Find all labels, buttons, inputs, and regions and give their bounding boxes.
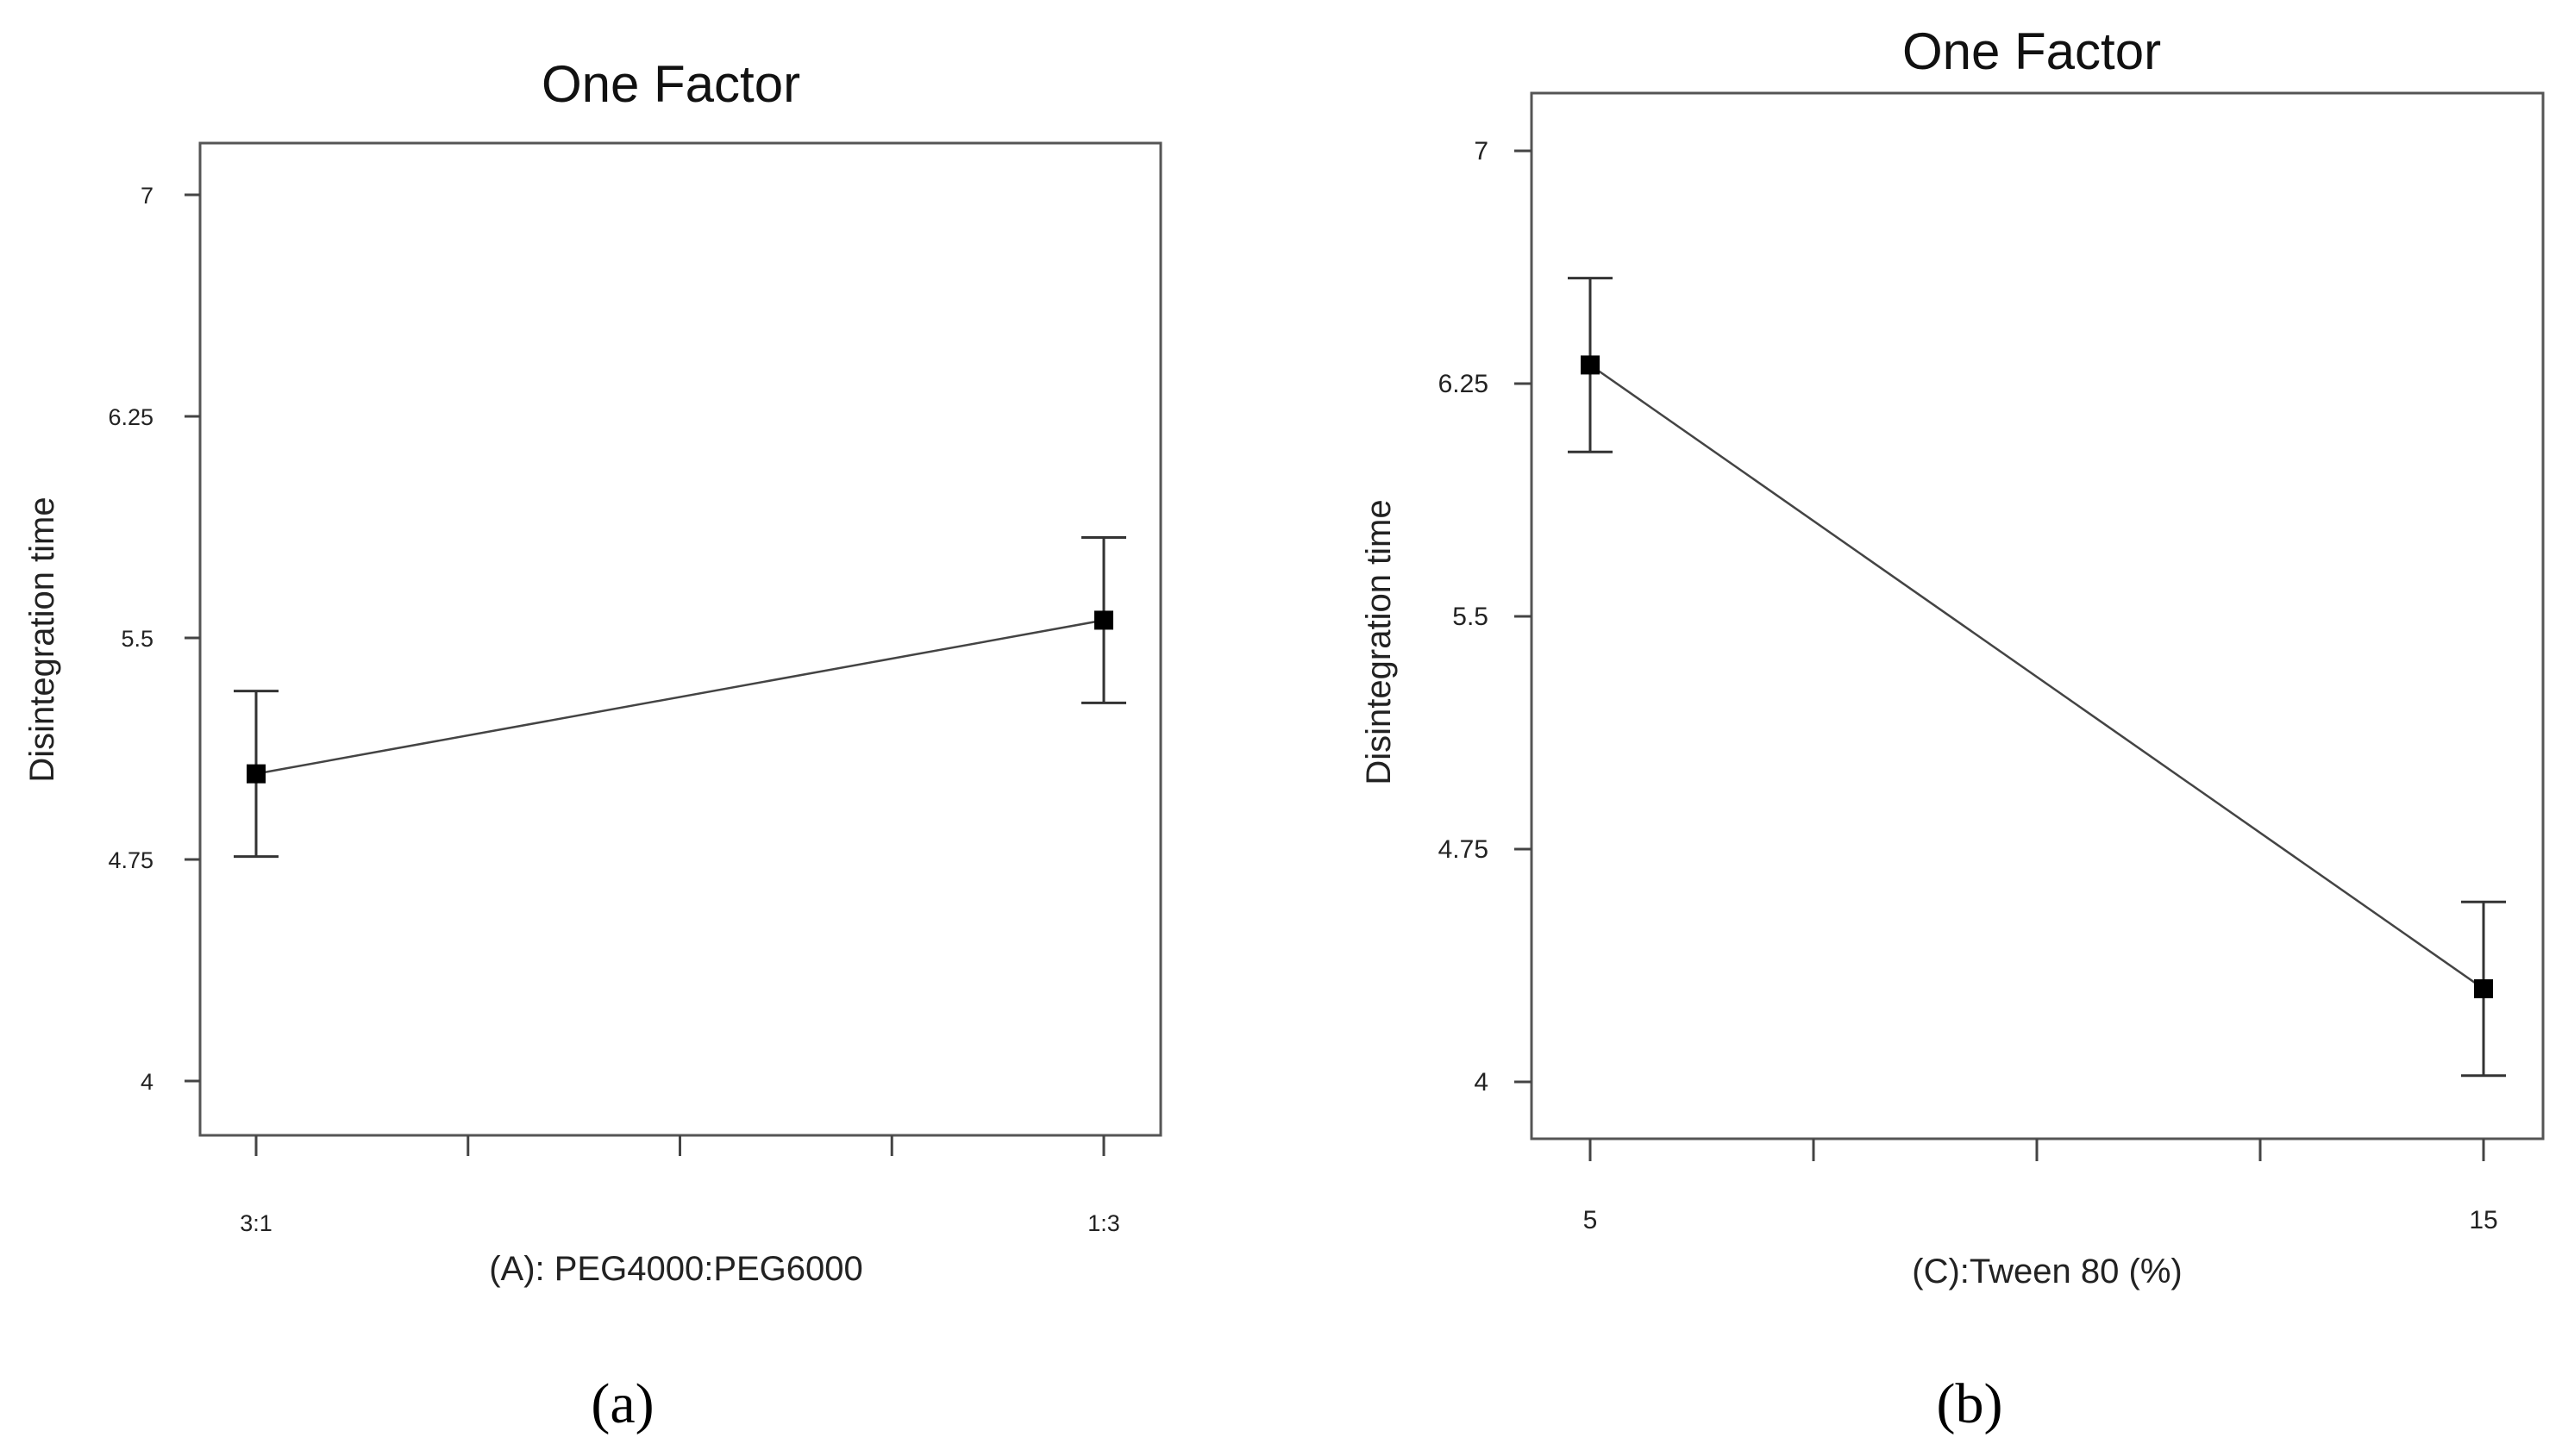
chart-b-x-tick-label: 5 <box>1583 1206 1598 1234</box>
chart-b-title: One Factor <box>1902 22 2161 80</box>
chart-a-y-tick-label: 4.75 <box>108 847 153 873</box>
chart-b-y-axis: 4 4.75 5.5 6.25 7 <box>1438 137 1532 1097</box>
chart-a-x-tick-label: 1:3 <box>1087 1210 1120 1236</box>
chart-a-x-axis-label: (A): PEG4000:PEG6000 <box>489 1250 863 1288</box>
chart-a-series-line <box>255 619 1105 775</box>
panel-a: One Factor 4 4.75 5.5 6.25 7 3:1 1:3 Disinteg… <box>23 55 1162 1435</box>
chart-b-x-axis: 5 15 <box>1583 1139 2498 1234</box>
chart-a-y-axis-label: Disintegration time <box>23 497 61 782</box>
chart-b-y-tick-label: 6.25 <box>1438 370 1488 398</box>
chart-a-y-tick-label: 4 <box>141 1069 153 1095</box>
chart-a-x-tick-label: 3:1 <box>240 1210 272 1236</box>
chart-a-plot-frame <box>198 141 1162 1137</box>
chart-b-data-point <box>2474 979 2493 998</box>
chart-b-series-line <box>1589 364 2484 990</box>
chart-b-y-tick-label: 7 <box>1474 137 1488 166</box>
chart-a-series <box>234 535 1126 859</box>
chart-b-y-tick-label: 4 <box>1474 1068 1488 1097</box>
chart-a-x-axis: 3:1 1:3 <box>240 1135 1120 1236</box>
chart-a-y-tick-label: 7 <box>141 183 153 209</box>
panel-b: One Factor 4 4.75 5.5 6.25 7 5 15 Disintegrat… <box>1360 22 2545 1435</box>
chart-a-title: One Factor <box>542 55 800 113</box>
chart-b-x-tick-label: 15 <box>2469 1206 2497 1234</box>
chart-a-data-point <box>247 764 266 784</box>
chart-b-plot-frame <box>1530 91 2545 1140</box>
chart-b-x-axis-label: (C):Tween 80 (%) <box>1912 1253 2182 1290</box>
chart-a-data-point <box>1094 610 1113 630</box>
chart-b-data-point <box>1581 355 1600 375</box>
chart-a-y-tick-label: 5.5 <box>121 626 153 652</box>
chart-a-y-axis: 4 4.75 5.5 6.25 7 <box>108 183 200 1095</box>
chart-b-panel-label: (b) <box>1937 1372 2003 1435</box>
chart-b-y-tick-label: 5.5 <box>1452 603 1488 631</box>
chart-b-y-tick-label: 4.75 <box>1438 835 1488 864</box>
chart-b-series <box>1568 277 2506 1078</box>
chart-b-y-axis-label: Disintegration time <box>1360 499 1398 784</box>
chart-a-y-tick-label: 6.25 <box>108 404 153 430</box>
chart-a-panel-label: (a) <box>591 1372 654 1435</box>
